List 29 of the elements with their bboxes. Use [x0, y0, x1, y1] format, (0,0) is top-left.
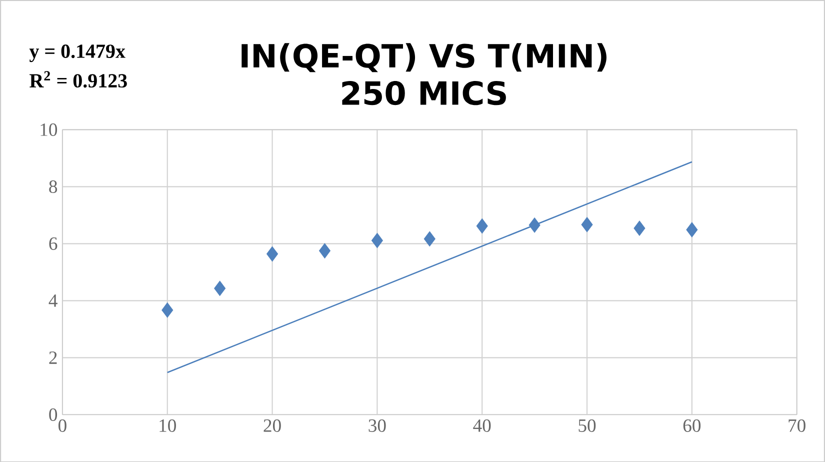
- point: [528, 217, 540, 233]
- y-tick-label: 8: [49, 180, 58, 193]
- point: [424, 231, 436, 246]
- y-tick-label: 0: [49, 408, 58, 421]
- point: [581, 216, 593, 232]
- x-tick-label: 0: [58, 419, 66, 432]
- chart-subtitle: 250 MICS: [342, 80, 506, 105]
- point: [318, 242, 330, 258]
- text: y = 0.1479x: [29, 44, 126, 62]
- x-tick-label: 60: [683, 419, 701, 432]
- y-tick-label: 4: [48, 294, 58, 307]
- chart-title: IN(QE-QT) VS T(MIN): [242, 42, 606, 72]
- point: [476, 218, 488, 234]
- x-tick-label: 30: [368, 419, 386, 432]
- y-tick-label: 6: [49, 237, 58, 250]
- point: [162, 302, 174, 318]
- point: [371, 232, 383, 248]
- y-tick-label: 2: [49, 351, 57, 364]
- point: [266, 246, 278, 262]
- point: [214, 280, 226, 296]
- x-tick-label: 40: [473, 419, 491, 432]
- text: R$^{2}$ = 0.9123: [30, 70, 127, 88]
- y-tick-label: 10: [40, 123, 58, 136]
- x-tick-label: 70: [788, 419, 806, 432]
- x-tick-label: 20: [264, 419, 281, 432]
- x-tick-label: 50: [578, 419, 596, 432]
- point: [686, 222, 698, 238]
- point: [634, 220, 646, 236]
- x-tick-label: 10: [160, 419, 176, 432]
